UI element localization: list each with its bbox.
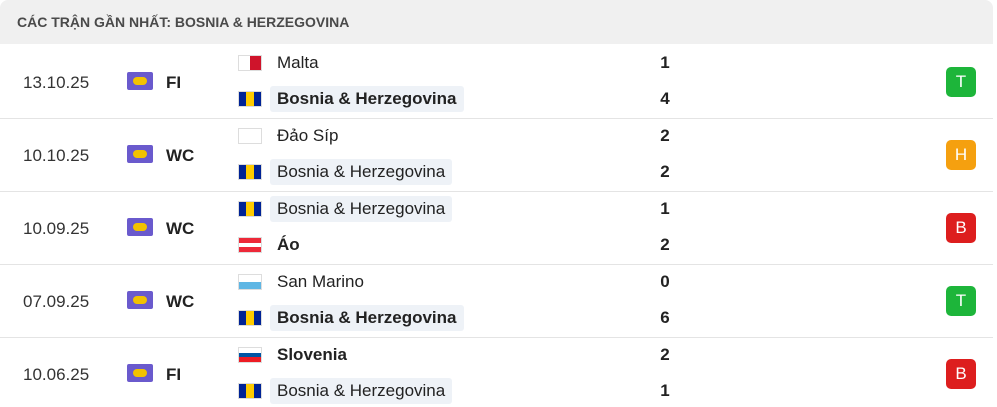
team-name: Slovenia — [277, 345, 347, 364]
match-date: 13.10.25 — [23, 73, 90, 92]
competition-icon — [127, 291, 153, 309]
team-flag — [238, 91, 262, 107]
result-badge: B — [946, 359, 976, 389]
match-date: 10.06.25 — [23, 365, 90, 384]
match-row: 13.10.25 FI Malta 1 Bosnia & Herzegovina 4 T — [0, 45, 993, 119]
team-name: Malta — [277, 53, 319, 72]
team-name: Bosnia & Herzegovina — [270, 159, 453, 185]
team-flag — [238, 274, 262, 290]
team-score: 2 — [660, 235, 670, 254]
result-badge: B — [946, 213, 976, 243]
team-score: 6 — [660, 308, 670, 327]
competition: FI — [166, 365, 182, 384]
result-badge: T — [946, 286, 976, 316]
competition-icon — [127, 72, 153, 90]
match-row: 10.10.25 WC Đảo Síp 2 Bosnia & Herzegovina 2 H — [0, 118, 993, 192]
team-score: 1 — [660, 53, 670, 72]
team-flag — [238, 128, 262, 144]
competition-icon — [127, 218, 153, 236]
match-row: 07.09.25 WC San Marino 0 Bosnia & Herzegovin… — [0, 264, 993, 338]
team-name: Bosnia & Herzegovina — [270, 196, 453, 222]
team-flag — [238, 347, 262, 363]
result-badge: T — [946, 67, 976, 97]
team-flag — [238, 201, 262, 217]
team-flag — [238, 310, 262, 326]
competition: WC — [166, 146, 195, 165]
team-score: 2 — [660, 126, 670, 145]
team-name: Áo — [277, 235, 300, 254]
match-date: 07.09.25 — [23, 292, 90, 311]
team-score: 4 — [660, 89, 670, 108]
team-flag — [238, 55, 262, 71]
match-date: 10.10.25 — [23, 146, 90, 165]
competition-icon — [127, 364, 153, 382]
team-score: 2 — [660, 162, 670, 181]
team-name: San Marino — [277, 272, 364, 291]
competition: WC — [166, 219, 195, 238]
team-score: 0 — [660, 272, 670, 291]
match-row: 10.09.25 WC Bosnia & Herzegovina 1 Áo 2 B — [0, 191, 993, 265]
header: CÁC TRẬN GẦN NHẤT: BOSNIA & HERZEGOVINA — [0, 0, 993, 44]
team-score: 1 — [660, 199, 670, 218]
team-score: 1 — [660, 381, 670, 400]
team-score: 2 — [660, 345, 670, 364]
match-row: 10.06.25 FI Slovenia 2 Bosnia & Herzegovina 1… — [0, 337, 993, 407]
team-flag — [238, 164, 262, 180]
competition-icon — [127, 145, 153, 163]
competition: WC — [166, 292, 195, 311]
team-name: Đảo Síp — [277, 126, 339, 145]
competition: FI — [166, 73, 182, 92]
result-badge: H — [946, 140, 976, 170]
team-name: Bosnia & Herzegovina — [270, 378, 453, 404]
team-name: Bosnia & Herzegovina — [270, 305, 464, 331]
header-title: CÁC TRẬN GẦN NHẤT: BOSNIA & HERZEGOVINA — [17, 14, 350, 30]
match-date: 10.09.25 — [23, 219, 90, 238]
team-flag — [238, 237, 262, 253]
team-flag — [238, 383, 262, 399]
team-name: Bosnia & Herzegovina — [270, 86, 464, 112]
